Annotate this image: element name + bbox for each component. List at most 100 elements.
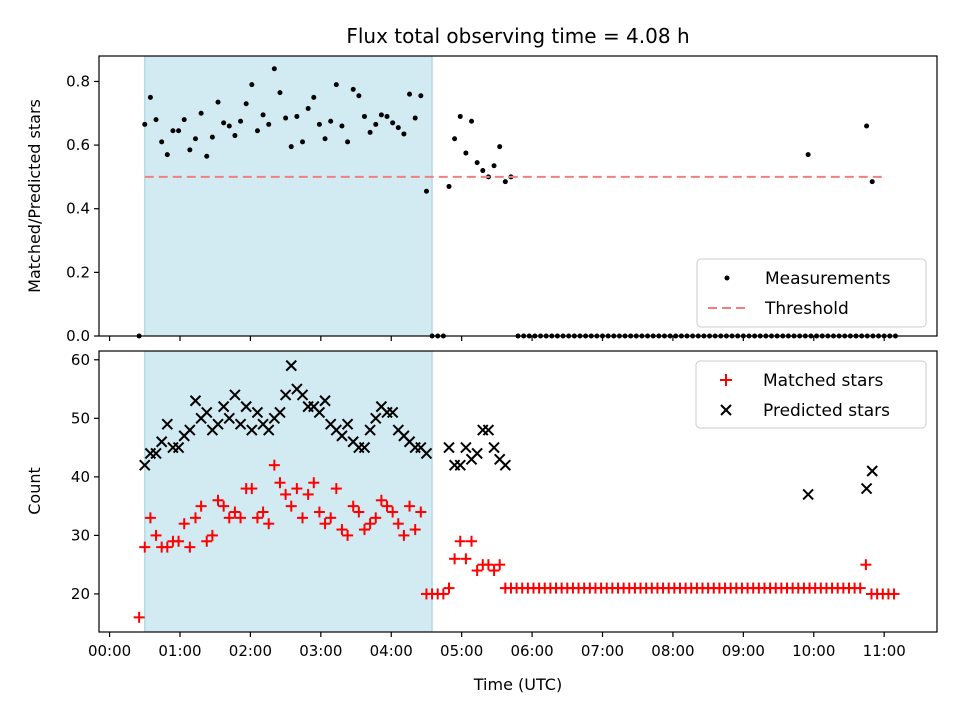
measurement-point: [316, 121, 322, 127]
x-tick-label: 04:00: [370, 642, 413, 660]
measurement-point: [333, 82, 339, 88]
measurement-point: [288, 144, 294, 150]
measurement-point: [805, 152, 811, 158]
matched-star-point: [860, 559, 872, 571]
y-tick-label: 30: [71, 526, 90, 544]
predicted-x-b: [172, 441, 185, 454]
predicted-x-b: [184, 424, 196, 436]
predicted-star-point: [420, 447, 433, 460]
matched-star-point: [381, 500, 393, 512]
predicted-star-point: [240, 400, 252, 413]
matched-star-point: [206, 529, 218, 541]
measurement-point: [474, 160, 480, 166]
predicted-star-point: [802, 488, 814, 501]
measurement-point: [181, 117, 187, 123]
matched-star-point: [161, 541, 173, 553]
measurement-point: [446, 183, 452, 189]
x-tick-label: 09:00: [722, 642, 765, 660]
matched-star-point: [235, 512, 247, 524]
x-axis-label: Time (UTC): [473, 675, 562, 694]
measurement-point: [390, 120, 396, 126]
y-tick-label: 60: [71, 351, 90, 369]
matched-star-point: [246, 483, 258, 495]
predicted-x-b: [263, 424, 275, 436]
matched-star-point: [415, 506, 427, 518]
measurement-point: [221, 120, 227, 126]
measurement-point: [294, 113, 300, 119]
predicted-star-point: [460, 441, 472, 454]
measurement-point: [418, 93, 424, 99]
measurement-point: [423, 188, 429, 194]
top-legend: Measurements Threshold: [696, 258, 927, 328]
predicted-x-b: [201, 406, 213, 419]
y-tick-label: 0.2: [66, 263, 90, 281]
measurement-point: [271, 66, 277, 72]
measurement-point: [170, 128, 176, 134]
predicted-star-point: [201, 406, 213, 419]
legend-threshold-label: Threshold: [764, 299, 849, 319]
measurement-point: [457, 113, 463, 119]
predicted-star-point: [443, 441, 455, 454]
matched-star-point: [404, 500, 416, 512]
measurement-point: [869, 179, 875, 185]
matched-star-point: [325, 512, 337, 524]
predicted-star-point: [319, 395, 331, 407]
predicted-x-b: [234, 418, 247, 430]
matched-star-point: [392, 518, 404, 530]
matched-star-point: [285, 500, 297, 512]
matched-star-point: [437, 588, 449, 600]
matched-star-point: [370, 512, 382, 524]
matched-star-point: [257, 506, 269, 518]
measurement-point: [502, 179, 508, 185]
predicted-x-b: [257, 418, 269, 430]
matched-star-point: [263, 518, 275, 530]
measurement-point: [373, 121, 379, 127]
legend-measurements-marker: [724, 275, 730, 281]
predicted-star-point: [139, 459, 151, 471]
predicted-x-b: [493, 453, 506, 466]
measurement-point: [198, 110, 204, 116]
predicted-star-point: [234, 418, 247, 430]
measurement-point: [339, 123, 345, 129]
matched-star-point: [460, 553, 472, 565]
matched-star-point: [353, 506, 365, 518]
predicted-x-b: [324, 418, 337, 430]
measurement-point: [176, 128, 182, 134]
predicted-star-point: [184, 424, 196, 436]
predicted-x-b: [415, 441, 427, 454]
predicted-x-b: [403, 436, 416, 448]
matched-star-point: [223, 512, 235, 524]
legend-measurements-label: Measurements: [765, 269, 891, 289]
x-tick-label: 11:00: [863, 642, 906, 660]
predicted-x-b: [358, 441, 371, 454]
bottom-plot-frame: [98, 350, 938, 633]
predicted-x-b: [443, 441, 455, 454]
measurement-point: [300, 139, 306, 145]
matched-star-point: [387, 506, 399, 518]
predicted-star-point: [866, 465, 878, 477]
matched-star-point: [274, 477, 286, 489]
predicted-star-point: [150, 447, 162, 460]
predicted-star-point: [155, 436, 168, 448]
matched-star-point: [189, 512, 201, 524]
predicted-x-b: [482, 424, 495, 436]
x-tick-label: 10:00: [792, 642, 835, 660]
matched-star-point: [358, 524, 370, 536]
predicted-star-point: [161, 418, 174, 430]
y-tick-label: 20: [71, 585, 90, 603]
matched-star-point: [308, 477, 320, 489]
predicted-x-b: [347, 436, 359, 448]
measurement-point: [356, 93, 362, 99]
matched-star-point: [364, 518, 376, 530]
predicted-star-point: [313, 406, 326, 419]
matched-star-point: [178, 518, 190, 530]
matched-star-point: [184, 541, 196, 553]
measurement-point: [311, 94, 317, 100]
y-tick-label: 0.4: [66, 200, 90, 218]
predicted-x-b: [860, 482, 873, 495]
predicted-star-point: [364, 424, 376, 436]
measurement-point: [187, 147, 193, 153]
matched-star-point: [443, 582, 455, 594]
